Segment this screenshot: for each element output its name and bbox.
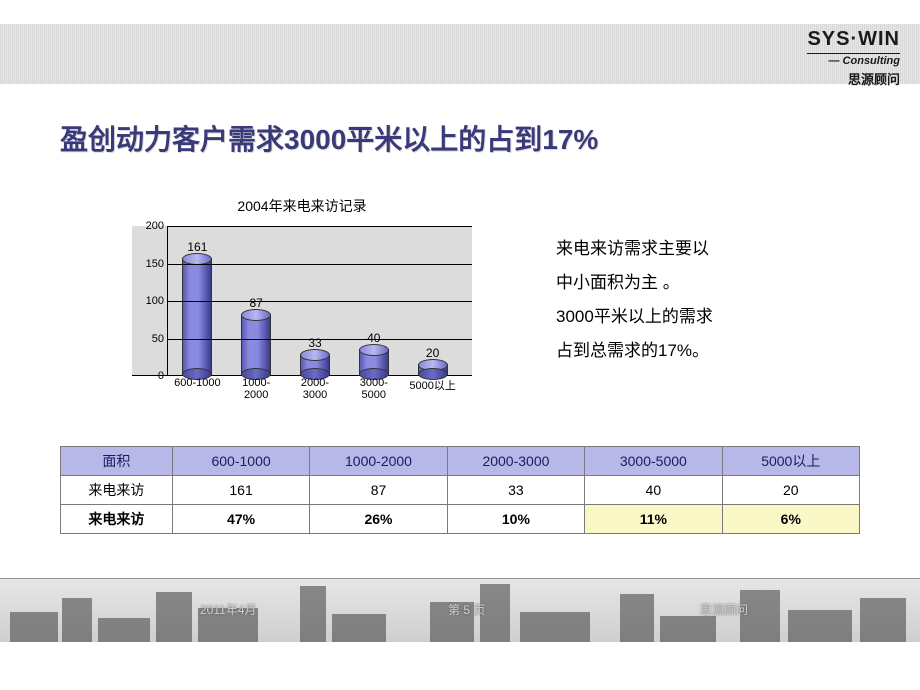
logo-block: SYS·WIN — Consulting 思源顾问	[807, 28, 900, 88]
bar: 87	[231, 314, 281, 375]
x-label: 3000-5000	[346, 375, 402, 401]
table-header-cell: 600-1000	[172, 447, 309, 476]
bar-chart: 2004年来电来访记录 050100150200 16187334020 600…	[132, 196, 472, 376]
ytick: 50	[132, 333, 168, 345]
bar-value-label: 161	[172, 240, 222, 254]
bar-value-label: 20	[408, 346, 458, 360]
chart-plot: 050100150200 16187334020 600-10001000-20…	[132, 226, 472, 376]
side-text-line: 占到总需求的17%。	[556, 334, 856, 368]
bar: 20	[408, 364, 458, 375]
table-cell: 10%	[447, 505, 584, 534]
slide-title: 盈创动力客户需求3000平米以上的占到17%	[60, 118, 598, 158]
table-header-cell: 1000-2000	[310, 447, 447, 476]
footer-brand: 思源顾问	[700, 601, 748, 618]
table-cell: 26%	[310, 505, 447, 534]
bar-value-label: 87	[231, 296, 281, 310]
ytick: 100	[132, 295, 168, 307]
gridline	[168, 301, 472, 302]
table-cell: 33	[447, 476, 584, 505]
gridline	[168, 264, 472, 265]
ytick: 200	[132, 220, 168, 232]
bar-cylinder	[300, 354, 330, 375]
x-label: 5000以上	[405, 375, 461, 393]
x-label: 600-1000	[169, 375, 225, 389]
table-row: 来电来访16187334020	[61, 476, 860, 505]
header-band	[0, 24, 920, 84]
row-label: 来电来访	[61, 505, 173, 534]
bar-cylinder	[182, 258, 212, 375]
x-label: 1000-2000	[228, 375, 284, 401]
chart-yaxis: 050100150200	[132, 226, 168, 375]
side-text-line: 中小面积为主 。	[556, 266, 856, 300]
side-text-line: 3000平米以上的需求	[556, 300, 856, 334]
bar-cylinder	[359, 349, 389, 375]
table-cell: 161	[172, 476, 309, 505]
chart-title: 2004年来电来访记录	[132, 196, 472, 216]
logo-main: SYS·WIN	[807, 28, 900, 51]
table-cell: 40	[585, 476, 722, 505]
bar: 40	[349, 349, 399, 375]
row-label: 来电来访	[61, 476, 173, 505]
table-head: 面积600-10001000-20002000-30003000-5000500…	[61, 447, 860, 476]
table-cell: 11%	[585, 505, 722, 534]
gridline	[168, 339, 472, 340]
gridline	[168, 226, 472, 227]
table-header-cell: 面积	[61, 447, 173, 476]
table: 面积600-10001000-20002000-30003000-5000500…	[60, 446, 860, 534]
footer-date: 2011年4月	[200, 601, 256, 618]
table-cell: 87	[310, 476, 447, 505]
bar: 161	[172, 258, 222, 375]
bar-cylinder	[418, 364, 448, 375]
x-label: 2000-3000	[287, 375, 343, 401]
data-table: 面积600-10001000-20002000-30003000-5000500…	[60, 446, 860, 534]
table-body: 来电来访16187334020来电来访47%26%10%11%6%	[61, 476, 860, 534]
table-row: 来电来访47%26%10%11%6%	[61, 505, 860, 534]
table-cell: 47%	[172, 505, 309, 534]
bar: 33	[290, 354, 340, 375]
table-cell: 20	[722, 476, 859, 505]
bar-cylinder	[241, 314, 271, 375]
side-text: 来电来访需求主要以中小面积为主 。3000平米以上的需求占到总需求的17%。	[556, 232, 856, 368]
table-cell: 6%	[722, 505, 859, 534]
footer-page: 第 5 页	[448, 601, 485, 618]
table-header-cell: 3000-5000	[585, 447, 722, 476]
ytick: 150	[132, 258, 168, 270]
side-text-line: 来电来访需求主要以	[556, 232, 856, 266]
logo-sub: — Consulting	[807, 53, 900, 67]
ytick: 0	[132, 370, 168, 382]
table-header-cell: 2000-3000	[447, 447, 584, 476]
table-header-cell: 5000以上	[722, 447, 859, 476]
logo-cn: 思源顾问	[807, 69, 900, 88]
